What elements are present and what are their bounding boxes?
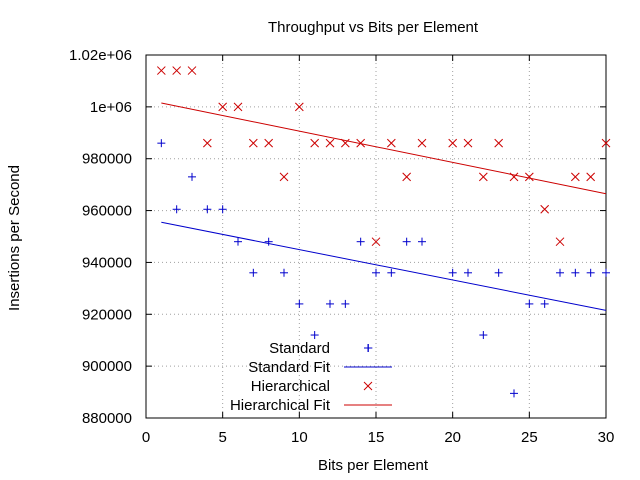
standard-point <box>218 205 227 214</box>
legend-sample-standard <box>364 344 372 352</box>
x-tick-label: 30 <box>598 429 615 446</box>
standard-point <box>602 268 610 277</box>
hierarchical-point <box>156 66 166 75</box>
hierarchical-point <box>448 138 458 148</box>
hierarchical-point <box>356 138 366 148</box>
y-tick-label: 1e+06 <box>90 99 132 116</box>
y-tick-label: 900000 <box>82 358 132 375</box>
hierarchical-point <box>371 237 381 247</box>
standard-point <box>341 299 350 308</box>
axes: 0 5 10 15 20 25 30 880000 900000 920000 940000 9600… <box>69 47 614 446</box>
y-tick-label: 880000 <box>82 410 132 427</box>
hierarchical-point <box>264 138 274 148</box>
standard-point <box>188 172 196 181</box>
standard-point <box>571 268 580 277</box>
data-points <box>156 66 611 398</box>
hierarchical-point <box>325 138 335 148</box>
y-tick-label: 1.02e+06 <box>69 47 132 64</box>
standard-point <box>586 268 595 277</box>
standard-point <box>249 268 258 277</box>
x-tick-label: 25 <box>521 429 538 446</box>
standard-point <box>203 205 212 214</box>
legend-label-standard: Standard <box>269 340 330 357</box>
standard-point <box>525 299 534 308</box>
standard-point <box>172 205 181 214</box>
hierarchical-point <box>570 172 580 182</box>
hierarchical-point <box>555 237 565 247</box>
hierarchical-point <box>340 138 350 148</box>
x-tick-label: 5 <box>218 429 226 446</box>
standard-point <box>157 139 166 148</box>
legend-label-standard-fit: Standard Fit <box>248 359 331 376</box>
standard-point <box>510 389 518 398</box>
hierarchical-point <box>218 102 228 112</box>
hierarchical-point <box>417 138 427 148</box>
hierarchical-point <box>524 172 534 182</box>
standard-point <box>540 299 549 308</box>
x-tick-label: 20 <box>444 429 461 446</box>
hierarchical-point <box>187 66 197 75</box>
y-tick-label: 940000 <box>82 254 132 271</box>
hierarchical-point <box>402 172 412 182</box>
hierarchical-point <box>279 172 289 182</box>
standard-point <box>464 268 472 277</box>
hierarchical-point <box>463 138 473 148</box>
standard-fit-line <box>161 221 607 311</box>
legend-sample-hierarchical <box>363 381 373 391</box>
x-tick-label: 15 <box>368 429 385 446</box>
standard-point <box>494 268 503 277</box>
standard-point <box>372 268 380 277</box>
standard-point <box>264 237 273 246</box>
y-tick-label: 960000 <box>82 203 132 220</box>
hierarchical-point <box>386 138 396 148</box>
grid-lines <box>146 55 606 418</box>
standard-point <box>479 331 488 340</box>
standard-point <box>234 237 242 246</box>
y-axis-label: Insertions per Second <box>6 165 23 311</box>
y-tick-label: 980000 <box>82 151 132 168</box>
standard-point <box>418 237 426 246</box>
hierarchical-point <box>509 172 519 182</box>
hierarchical-point <box>172 66 182 75</box>
chart-title: Throughput vs Bits per Element <box>268 19 479 36</box>
hierarchical-point <box>248 138 258 148</box>
legend: Standard Standard Fit Hierarchical Hierarch… <box>230 340 392 414</box>
hierarchical-point <box>601 138 611 148</box>
hierarchical-point <box>586 172 596 182</box>
hierarchical-point <box>478 172 488 182</box>
standard-point <box>280 268 288 277</box>
hierarchical-point <box>233 102 243 112</box>
standard-point <box>387 268 396 277</box>
x-tick-label: 0 <box>142 429 150 446</box>
x-axis-label: Bits per Element <box>318 457 429 474</box>
hierarchical-point <box>202 138 212 148</box>
standard-point <box>448 268 457 277</box>
hierarchical-fit-line <box>161 102 607 195</box>
x-tick-label: 10 <box>291 429 308 446</box>
standard-point <box>326 299 334 308</box>
standard-point <box>556 268 564 277</box>
hierarchical-point <box>310 138 320 148</box>
standard-point <box>310 331 319 340</box>
legend-label-hierarchical-fit: Hierarchical Fit <box>230 397 331 414</box>
hierarchical-point <box>494 138 504 148</box>
y-tick-label: 920000 <box>82 306 132 323</box>
hierarchical-point <box>540 204 550 214</box>
standard-point <box>356 237 365 246</box>
plot-frame <box>145 54 607 419</box>
standard-point <box>402 237 411 246</box>
hierarchical-point <box>294 102 304 112</box>
standard-point <box>295 299 304 308</box>
fit-lines <box>161 102 607 311</box>
legend-label-hierarchical: Hierarchical <box>251 378 330 395</box>
